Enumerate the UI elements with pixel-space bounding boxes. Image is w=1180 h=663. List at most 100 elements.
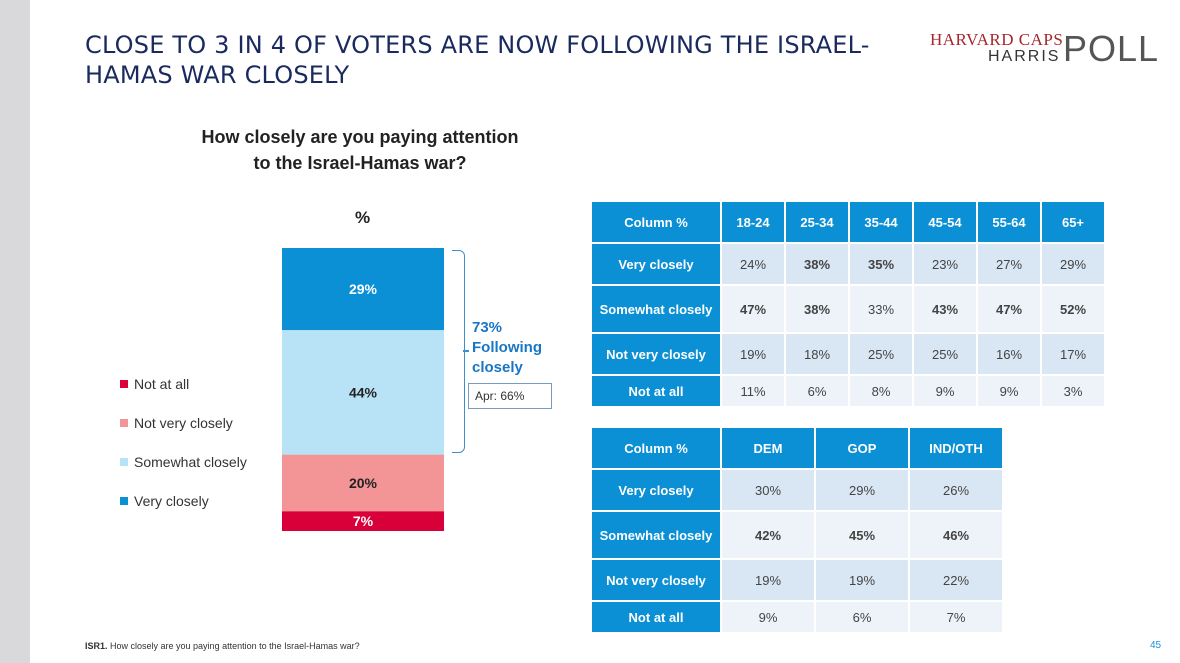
table-header-cell: 25-34: [784, 200, 850, 244]
table-row-label: Not very closely: [590, 558, 722, 602]
table-cell: 19%: [720, 558, 816, 602]
table-row: Not at all 11% 6% 8% 9% 9% 3%: [590, 374, 1106, 408]
following-closely-annotation: 73% Following closely: [472, 318, 542, 378]
legend-item: Very closely: [120, 481, 247, 520]
legend-item: Not at all: [120, 364, 247, 403]
table-cell: 6%: [814, 600, 910, 634]
bar-data-label: 44%: [349, 384, 378, 400]
table-header-cell: 55-64: [976, 200, 1042, 244]
chart-title-line2: to the Israel-Hamas war?: [253, 153, 467, 173]
table-cell: 11%: [720, 374, 786, 408]
table-header-cell: 65+: [1040, 200, 1106, 244]
logo-line1: HARVARD CAPS: [930, 30, 1064, 49]
legend-label: Not very closely: [134, 414, 233, 431]
table-row: Not very closely 19% 19% 22%: [590, 558, 1004, 602]
table-header-cell: 18-24: [720, 200, 786, 244]
table-cell: 9%: [976, 374, 1042, 408]
chart-title: How closely are you paying attention to …: [150, 124, 570, 176]
table-header-cell: Column %: [590, 426, 722, 470]
bar-segment-very-closely: [282, 248, 444, 331]
table-header-row: Column % 18-24 25-34 35-44 45-54 55-64 65+: [590, 200, 1106, 244]
table-row: Very closely 24% 38% 35% 23% 27% 29%: [590, 242, 1106, 286]
table-cell: 29%: [814, 468, 910, 512]
table-header-cell: IND/OTH: [908, 426, 1004, 470]
age-crosstab-table: Column % 18-24 25-34 35-44 45-54 55-64 65+ Very…: [590, 200, 1106, 408]
slide-title: CLOSE TO 3 IN 4 OF VOTERS ARE NOW FOLLOW…: [85, 31, 870, 89]
table-row: Very closely 30% 29% 26%: [590, 468, 1004, 512]
table-cell: 24%: [720, 242, 786, 286]
following-line2: closely: [472, 359, 523, 376]
table-header-cell: Column %: [590, 200, 722, 244]
table-cell: 16%: [976, 332, 1042, 376]
table-cell: 46%: [908, 510, 1004, 560]
table-cell: 30%: [720, 468, 816, 512]
table-header-cell: DEM: [720, 426, 816, 470]
chart-title-line1: How closely are you paying attention: [201, 127, 519, 147]
table-header-cell: GOP: [814, 426, 910, 470]
legend-label: Somewhat closely: [134, 453, 247, 470]
left-accent-strip: [0, 0, 30, 663]
table-cell: 38%: [784, 242, 850, 286]
table-cell: 18%: [784, 332, 850, 376]
party-crosstab-table: Column % DEM GOP IND/OTH Very closely 30% 29% 2…: [590, 426, 1004, 634]
table-row-label: Very closely: [590, 468, 722, 512]
table-cell: 29%: [1040, 242, 1106, 286]
table-cell: 25%: [848, 332, 914, 376]
legend-swatch: [120, 379, 128, 388]
bar-segment-not-very-closely: [282, 454, 444, 512]
table-row-label: Very closely: [590, 242, 722, 286]
april-comparison-box: Apr: 66%: [468, 383, 552, 409]
table-cell: 23%: [912, 242, 978, 286]
table-row-label: Not very closely: [590, 332, 722, 376]
legend-label: Very closely: [134, 492, 209, 509]
table-row: Not at all 9% 6% 7%: [590, 600, 1004, 634]
table-cell: 35%: [848, 242, 914, 286]
table-row: Somewhat closely 47% 38% 33% 43% 47% 52%: [590, 284, 1106, 334]
table-row-label: Somewhat closely: [590, 284, 722, 334]
percent-unit-label: %: [355, 208, 371, 227]
bracket-tick: [463, 350, 469, 352]
table-cell: 19%: [720, 332, 786, 376]
legend-label: Not at all: [134, 375, 190, 392]
page-number: 45: [1150, 640, 1162, 651]
table-cell: 8%: [848, 374, 914, 408]
table-cell: 38%: [784, 284, 850, 334]
table-header-row: Column % DEM GOP IND/OTH: [590, 426, 1004, 470]
table-cell: 45%: [814, 510, 910, 560]
table-cell: 47%: [976, 284, 1042, 334]
table-row: Not very closely 19% 18% 25% 25% 16% 17%: [590, 332, 1106, 376]
table-cell: 19%: [814, 558, 910, 602]
table-cell: 42%: [720, 510, 816, 560]
question-footnote: ISR1. How closely are you paying attenti…: [85, 641, 360, 651]
bar-segment-somewhat-closely: [282, 330, 444, 455]
following-closely-bracket: [452, 250, 465, 453]
table-cell: 9%: [720, 600, 816, 634]
table-cell: 25%: [912, 332, 978, 376]
table-header-cell: 45-54: [912, 200, 978, 244]
table-cell: 33%: [848, 284, 914, 334]
footnote-code: ISR1.: [85, 641, 108, 651]
legend-swatch: [120, 457, 128, 466]
chart-legend: Not at all Not very closely Somewhat close…: [120, 364, 247, 520]
bar-data-label: 29%: [349, 281, 378, 297]
legend-item: Somewhat closely: [120, 442, 247, 481]
table-cell: 9%: [912, 374, 978, 408]
table-row: Somewhat closely 42% 45% 46%: [590, 510, 1004, 560]
table-row-label: Somewhat closely: [590, 510, 722, 560]
table-row-label: Not at all: [590, 374, 722, 408]
table-cell: 3%: [1040, 374, 1106, 408]
bar-segment-not-at-all: [282, 511, 444, 531]
legend-swatch: [120, 418, 128, 427]
table-cell: 7%: [908, 600, 1004, 634]
table-cell: 43%: [912, 284, 978, 334]
table-row-label: Not at all: [590, 600, 722, 634]
table-cell: 6%: [784, 374, 850, 408]
footnote-text: How closely are you paying attention to …: [107, 641, 360, 651]
bar-data-label: 7%: [353, 513, 374, 529]
harvard-caps-harris-poll-logo: HARVARD CAPS HARRIS POLL: [930, 28, 1160, 70]
bar-data-label: 20%: [349, 475, 378, 491]
legend-item: Not very closely: [120, 403, 247, 442]
table-header-cell: 35-44: [848, 200, 914, 244]
table-cell: 17%: [1040, 332, 1106, 376]
